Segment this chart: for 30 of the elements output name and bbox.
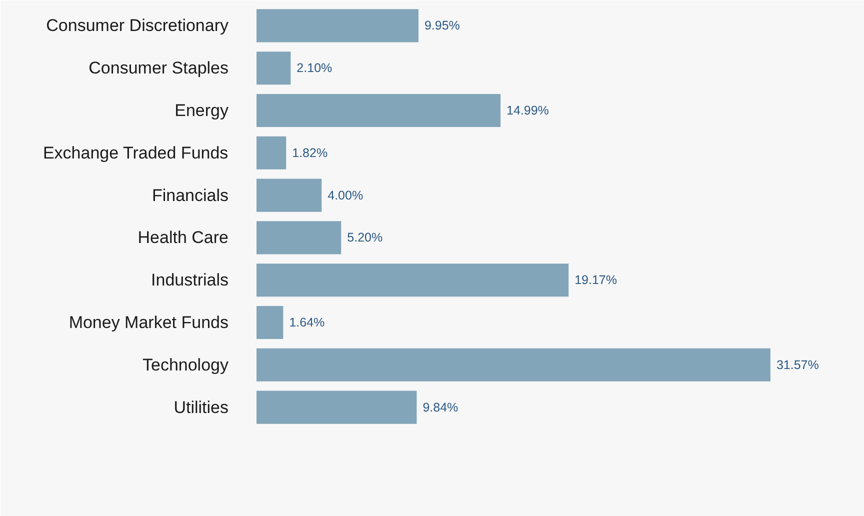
y-tick-label: Money Market Funds [68, 313, 229, 332]
bar [256, 221, 342, 254]
data-label: 14.99% [506, 104, 549, 118]
data-label: 19.17% [574, 273, 617, 288]
bar [256, 9, 418, 42]
bar [256, 136, 286, 170]
data-label: 2.10% [296, 61, 332, 76]
data-label: 1.64% [289, 316, 325, 330]
bar [256, 306, 284, 340]
y-tick-label: Industrials [151, 270, 229, 290]
y-tick-label: Utilities [174, 398, 229, 417]
y-tick-label: Financials [152, 186, 229, 205]
bar [256, 52, 291, 85]
y-tick-label: Consumer Staples [88, 58, 228, 78]
y-tick-label: Health Care [138, 228, 229, 248]
bar [256, 390, 417, 424]
data-label: 4.00% [328, 188, 364, 202]
y-tick-label: Consumer Discretionary [46, 16, 229, 36]
bar [256, 94, 501, 128]
data-label: 1.82% [292, 146, 328, 160]
bar [256, 178, 322, 212]
y-tick-label: Technology [142, 355, 229, 374]
data-label: 31.57% [776, 358, 819, 372]
data-label: 9.84% [422, 400, 458, 414]
data-label: 9.95% [424, 18, 460, 33]
bar [256, 348, 770, 382]
bar [256, 264, 569, 297]
y-tick-label: Exchange Traded Funds [42, 143, 228, 162]
y-tick-label: Energy [174, 101, 229, 120]
data-label: 5.20% [347, 230, 383, 245]
